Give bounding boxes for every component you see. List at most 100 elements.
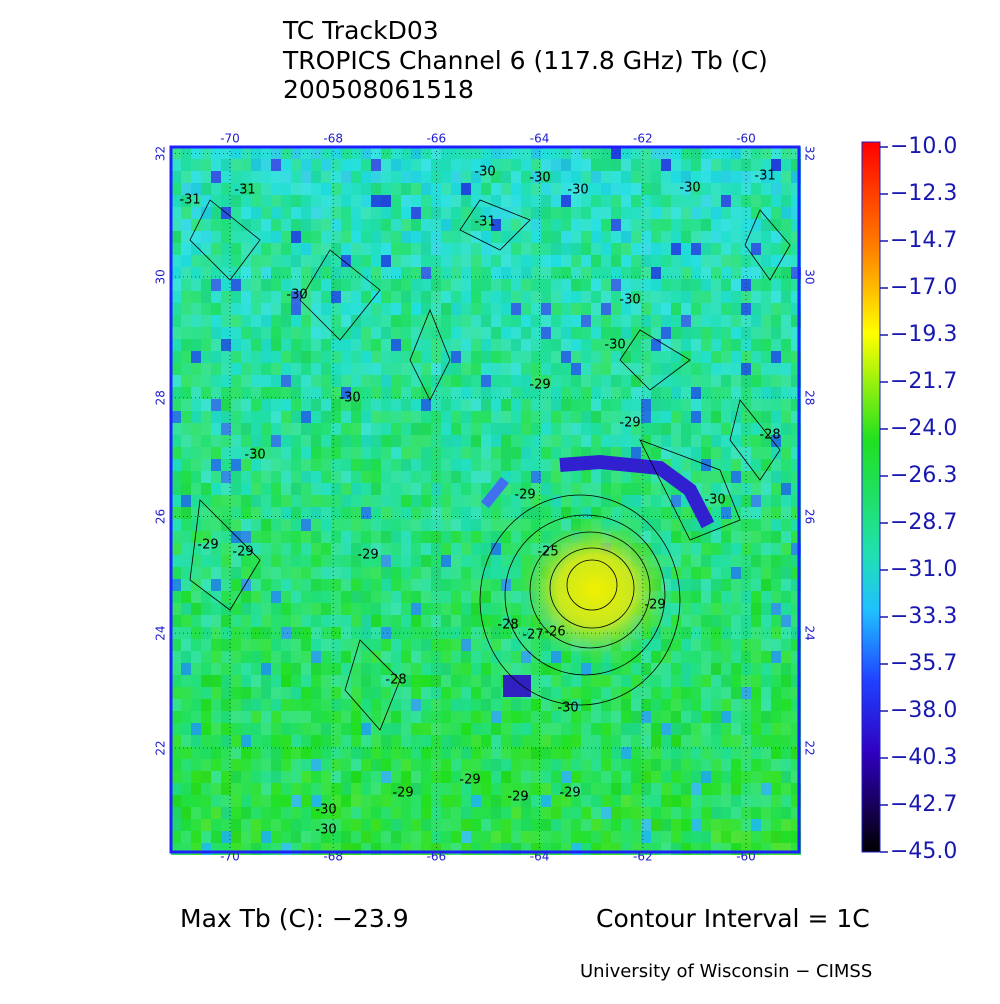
pixel (251, 495, 261, 507)
pixel (491, 183, 501, 195)
pixel (651, 267, 661, 279)
pixel (411, 495, 421, 507)
pixel (531, 531, 541, 543)
pixel (211, 651, 221, 663)
pixel (641, 171, 651, 183)
pixel (371, 399, 381, 411)
pixel (651, 291, 661, 303)
colorbar-label: −26.3 (890, 463, 957, 488)
pixel (631, 363, 641, 375)
pixel (331, 231, 341, 243)
pixel (441, 327, 451, 339)
pixel (281, 807, 291, 819)
pixel (771, 267, 781, 279)
pixel (231, 783, 241, 795)
pixel (761, 759, 771, 771)
pixel (411, 471, 421, 483)
pixel (291, 435, 301, 447)
pixel (531, 207, 541, 219)
pixel (181, 291, 191, 303)
pixel (511, 423, 521, 435)
pixel (791, 255, 801, 267)
pixel (691, 243, 701, 255)
pixel (611, 171, 621, 183)
pixel (221, 543, 231, 555)
pixel (341, 339, 351, 351)
pixel (311, 759, 321, 771)
pixel (361, 291, 371, 303)
pixel (621, 783, 631, 795)
pixel (691, 531, 701, 543)
pixel (311, 483, 321, 495)
pixel (291, 159, 301, 171)
pixel (211, 291, 221, 303)
pixel (191, 747, 201, 759)
pixel (341, 663, 351, 675)
pixel (731, 255, 741, 267)
pixel (701, 579, 711, 591)
pixel (681, 639, 691, 651)
pixel (701, 243, 711, 255)
pixel (681, 531, 691, 543)
pixel (191, 663, 201, 675)
pixel (221, 411, 231, 423)
pixel (721, 195, 731, 207)
pixel (721, 687, 731, 699)
pixel (301, 807, 311, 819)
pixel (171, 831, 181, 843)
pixel (311, 219, 321, 231)
pixel (361, 315, 371, 327)
pixel (521, 375, 531, 387)
pixel (591, 507, 601, 519)
pixel (761, 711, 771, 723)
pixel (431, 507, 441, 519)
pixel (301, 363, 311, 375)
pixel (181, 207, 191, 219)
pixel (251, 363, 261, 375)
pixel (501, 555, 511, 567)
pixel (721, 843, 731, 855)
pixel (281, 255, 291, 267)
pixel (711, 843, 721, 855)
pixel (221, 783, 231, 795)
pixel (171, 639, 181, 651)
pixel (581, 375, 591, 387)
pixel (491, 771, 501, 783)
pixel (761, 747, 771, 759)
pixel (211, 687, 221, 699)
pixel (521, 663, 531, 675)
lat-label: 30 (803, 269, 817, 284)
pixel (511, 363, 521, 375)
pixel (201, 147, 211, 159)
pixel (361, 339, 371, 351)
pixel (481, 423, 491, 435)
pixel (561, 207, 571, 219)
pixel (251, 459, 261, 471)
pixel (671, 615, 681, 627)
pixel (221, 615, 231, 627)
pixel (531, 423, 541, 435)
pixel (571, 171, 581, 183)
pixel (201, 795, 211, 807)
pixel (531, 327, 541, 339)
pixel (751, 579, 761, 591)
pixel (621, 483, 631, 495)
pixel (221, 423, 231, 435)
pixel (741, 495, 751, 507)
pixel (711, 387, 721, 399)
pixel (211, 255, 221, 267)
pixel (711, 699, 721, 711)
pixel (581, 411, 591, 423)
pixel (511, 747, 521, 759)
pixel (231, 603, 241, 615)
pixel (791, 195, 801, 207)
pixel (321, 567, 331, 579)
pixel (541, 483, 551, 495)
pixel (501, 183, 511, 195)
pixel (721, 675, 731, 687)
pixel (561, 747, 571, 759)
pixel (361, 579, 371, 591)
pixel (701, 327, 711, 339)
pixel (481, 279, 491, 291)
